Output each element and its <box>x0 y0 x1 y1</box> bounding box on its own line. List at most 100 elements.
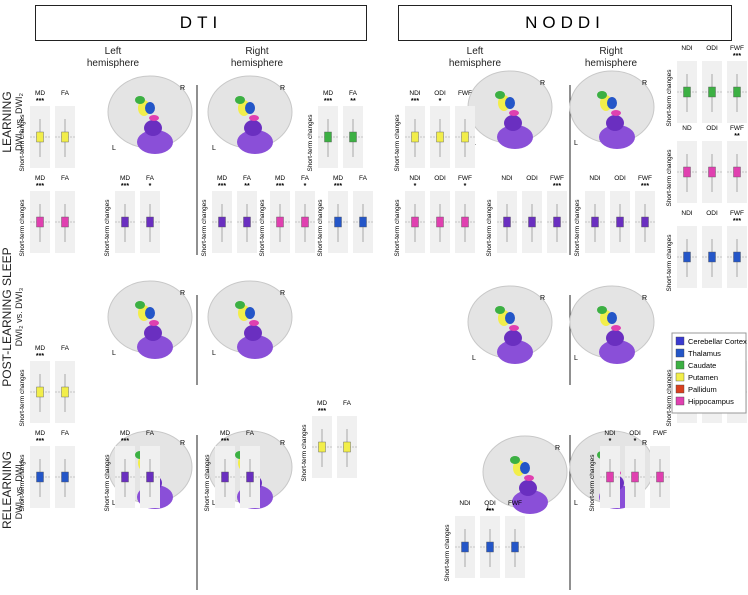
box <box>276 216 284 228</box>
caudate <box>597 91 607 99</box>
box <box>301 216 309 228</box>
brain-side-label: R <box>555 445 560 452</box>
legend-label: Hippocampus <box>688 397 734 406</box>
metric-label: FWF <box>550 175 564 182</box>
brain-side-label: L <box>574 140 578 147</box>
metric-label: ODI <box>706 125 718 132</box>
y-axis-label: Short-term changes <box>486 199 493 257</box>
dti-header: DTI <box>35 5 367 41</box>
mini-plot: Short-term changes NDI ODI FWF*** <box>666 45 747 127</box>
mini-plot: Short-term changes MD*** FA <box>19 175 75 257</box>
significance: * <box>464 183 467 190</box>
caudate <box>135 96 145 104</box>
brain-side-label: R <box>180 440 185 447</box>
box <box>436 131 444 143</box>
significance: ** <box>350 98 356 105</box>
box <box>343 441 351 453</box>
box <box>528 216 536 228</box>
metric-label: ODI <box>629 430 641 437</box>
brain-side-label: R <box>540 80 545 87</box>
metric-label: FA <box>343 400 352 407</box>
y-axis-label: Short-term changes <box>307 114 314 172</box>
box <box>553 216 561 228</box>
box <box>733 86 741 98</box>
hemisphere-label: Left hemisphere <box>448 46 502 69</box>
significance: * <box>439 98 442 105</box>
y-axis-label: Short-term changes <box>204 454 211 512</box>
box <box>733 166 741 178</box>
cerebellum <box>504 115 522 131</box>
metric-label: MD <box>35 90 45 97</box>
legend-label: Thalamus <box>688 349 721 358</box>
significance: ** <box>244 183 250 190</box>
cerebellum <box>504 330 522 346</box>
box <box>461 541 469 553</box>
brain-side-label: L <box>487 505 491 512</box>
box <box>708 86 716 98</box>
legend-swatch <box>675 360 685 370</box>
metric-label: NDI <box>604 430 615 437</box>
box <box>436 216 444 228</box>
significance: * <box>634 438 637 445</box>
caudate <box>135 301 145 309</box>
box <box>243 216 251 228</box>
box <box>36 386 44 398</box>
brain-side-label: R <box>540 295 545 302</box>
hippocampus <box>509 325 519 331</box>
cerebellum <box>137 335 173 359</box>
metric-label: ODI <box>706 210 718 217</box>
box <box>36 471 44 483</box>
noddi-header: NODDI <box>398 5 732 41</box>
cerebellum <box>519 480 537 496</box>
metric-label: FA <box>349 90 358 97</box>
brain <box>107 280 193 359</box>
box <box>683 86 691 98</box>
thalamus <box>245 307 255 319</box>
metric-label: FWF <box>458 90 472 97</box>
hippocampus <box>611 110 621 116</box>
metric-label: FA <box>301 175 310 182</box>
mini-plot: Short-term changes MD*** FA <box>301 400 357 482</box>
brain-side-label: L <box>472 355 476 362</box>
thalamus <box>607 97 617 109</box>
metric-label: FA <box>146 175 155 182</box>
metric-label: ODI <box>706 45 718 52</box>
brain <box>467 285 553 364</box>
box <box>683 166 691 178</box>
mini-plot: Short-term changes MD*** FA <box>104 430 160 512</box>
row-title: POST-LEARNING SLEEP <box>0 247 14 387</box>
y-axis-label: Short-term changes <box>666 149 673 207</box>
significance: *** <box>318 408 326 415</box>
metric-label: FA <box>61 175 70 182</box>
significance: *** <box>553 183 561 190</box>
significance: *** <box>221 438 229 445</box>
metric-label: FWF <box>508 500 522 507</box>
metric-label: NDI <box>501 175 512 182</box>
mini-plot: Short-term changes MD*** FA <box>204 430 260 512</box>
brain-side-label: R <box>642 80 647 87</box>
significance: *** <box>36 438 44 445</box>
box <box>486 541 494 553</box>
mini-plot: Short-term changes MD*** FA* <box>104 175 160 257</box>
metric-label: FWF <box>730 210 744 217</box>
y-axis-label: Short-term changes <box>259 199 266 257</box>
y-axis-label: Short-term changes <box>666 369 673 427</box>
row-label: RELEARNING DWI₃ vs. DWI₄ <box>0 390 24 590</box>
caudate <box>495 91 505 99</box>
cerebellum <box>512 490 548 514</box>
brain <box>107 75 193 154</box>
brain <box>569 70 655 149</box>
metric-label: FA <box>359 175 368 182</box>
thalamus <box>505 312 515 324</box>
significance: *** <box>733 53 741 60</box>
box <box>616 216 624 228</box>
cerebellum <box>237 130 273 154</box>
box <box>61 471 69 483</box>
metric-label: MD <box>35 175 45 182</box>
mini-plot: Short-term changes NDI ODI FWF*** <box>486 175 567 257</box>
brain-side-label: L <box>212 145 216 152</box>
box <box>656 471 664 483</box>
legend-swatch <box>675 336 685 346</box>
brain-side-label: R <box>642 295 647 302</box>
